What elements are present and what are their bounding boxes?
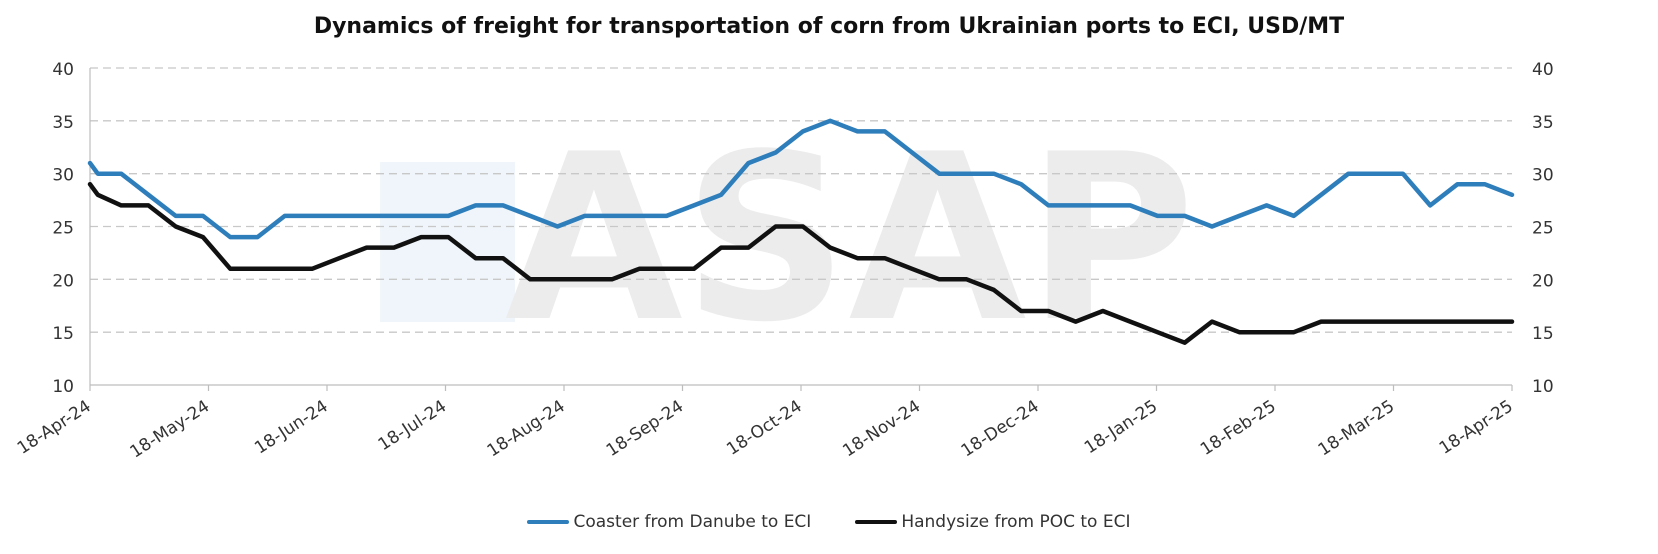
x-tick-label: 18-Jul-24: [375, 396, 450, 455]
y-tick-label-right: 40: [1532, 60, 1554, 80]
watermark-text: ASAP: [505, 106, 1195, 373]
x-tick-label: 18-Sep-24: [603, 396, 687, 460]
y-tick-label-right: 35: [1532, 113, 1554, 133]
y-tick-label-right: 20: [1532, 271, 1554, 291]
y-tick-label-right: 15: [1532, 324, 1554, 344]
y-tick-label: 25: [52, 219, 74, 239]
series-line-1: [87, 181, 1515, 345]
line-chart: ASAP 10 15 20 25 30 35 40 10 15 20 25 30 35 40 18-Ap…: [14, 60, 1554, 462]
watermark-logo-block: [380, 162, 515, 322]
y-tick-label: 20: [52, 271, 74, 291]
y-axis-right-ticks: 10 15 20 25 30 35 40: [1532, 60, 1554, 397]
x-tick-label: 18-Feb-25: [1197, 396, 1280, 459]
legend-label-handysize: Handysize from POC to ECI: [901, 512, 1131, 532]
y-tick-label-right: 10: [1532, 377, 1554, 397]
x-tick-label: 18-Nov-24: [839, 396, 924, 461]
legend-label-coaster: Coaster from Danube to ECI: [573, 512, 812, 532]
watermark: ASAP: [380, 106, 1195, 373]
x-tick-label: 18-Apr-25: [1436, 396, 1517, 458]
x-tick-label: 18-May-24: [127, 396, 214, 462]
x-tick-label: 18-Apr-24: [14, 396, 95, 458]
series-lines: [87, 118, 1515, 345]
gridlines: [90, 67, 1512, 333]
legend-swatch-coaster: [527, 520, 570, 524]
y-axis-left-ticks: 10 15 20 25 30 35 40: [52, 60, 74, 397]
x-tick-label: 18-Oct-24: [723, 396, 806, 459]
x-tick-label: 18-Jan-25: [1081, 396, 1161, 458]
x-tick-label: 18-Aug-24: [484, 396, 569, 461]
legend-item-coaster: Coaster from Danube to ECI: [527, 512, 811, 532]
y-tick-label-right: 25: [1532, 219, 1554, 239]
y-tick-label: 30: [52, 166, 74, 186]
legend-swatch-handysize: [855, 520, 898, 524]
y-tick-label: 40: [52, 60, 74, 80]
chart-title: Dynamics of freight for transportation o…: [313, 14, 1345, 39]
legend: Coaster from Danube to ECI Handysize fro…: [0, 512, 1658, 532]
x-axis-ticks: 18-Apr-24 18-May-24 18-Jun-24 18-Jul-24 18-A…: [14, 385, 1517, 462]
legend-item-handysize: Handysize from POC to ECI: [855, 512, 1131, 532]
y-tick-label: 35: [52, 113, 74, 133]
x-tick-label: 18-Jun-24: [251, 396, 332, 458]
series-line-0: [87, 118, 1515, 240]
y-tick-label-right: 30: [1532, 166, 1554, 186]
x-tick-label: 18-Mar-25: [1315, 396, 1398, 460]
y-tick-label: 15: [52, 324, 74, 344]
x-tick-label: 18-Dec-24: [958, 396, 1043, 461]
y-tick-label: 10: [52, 377, 74, 397]
